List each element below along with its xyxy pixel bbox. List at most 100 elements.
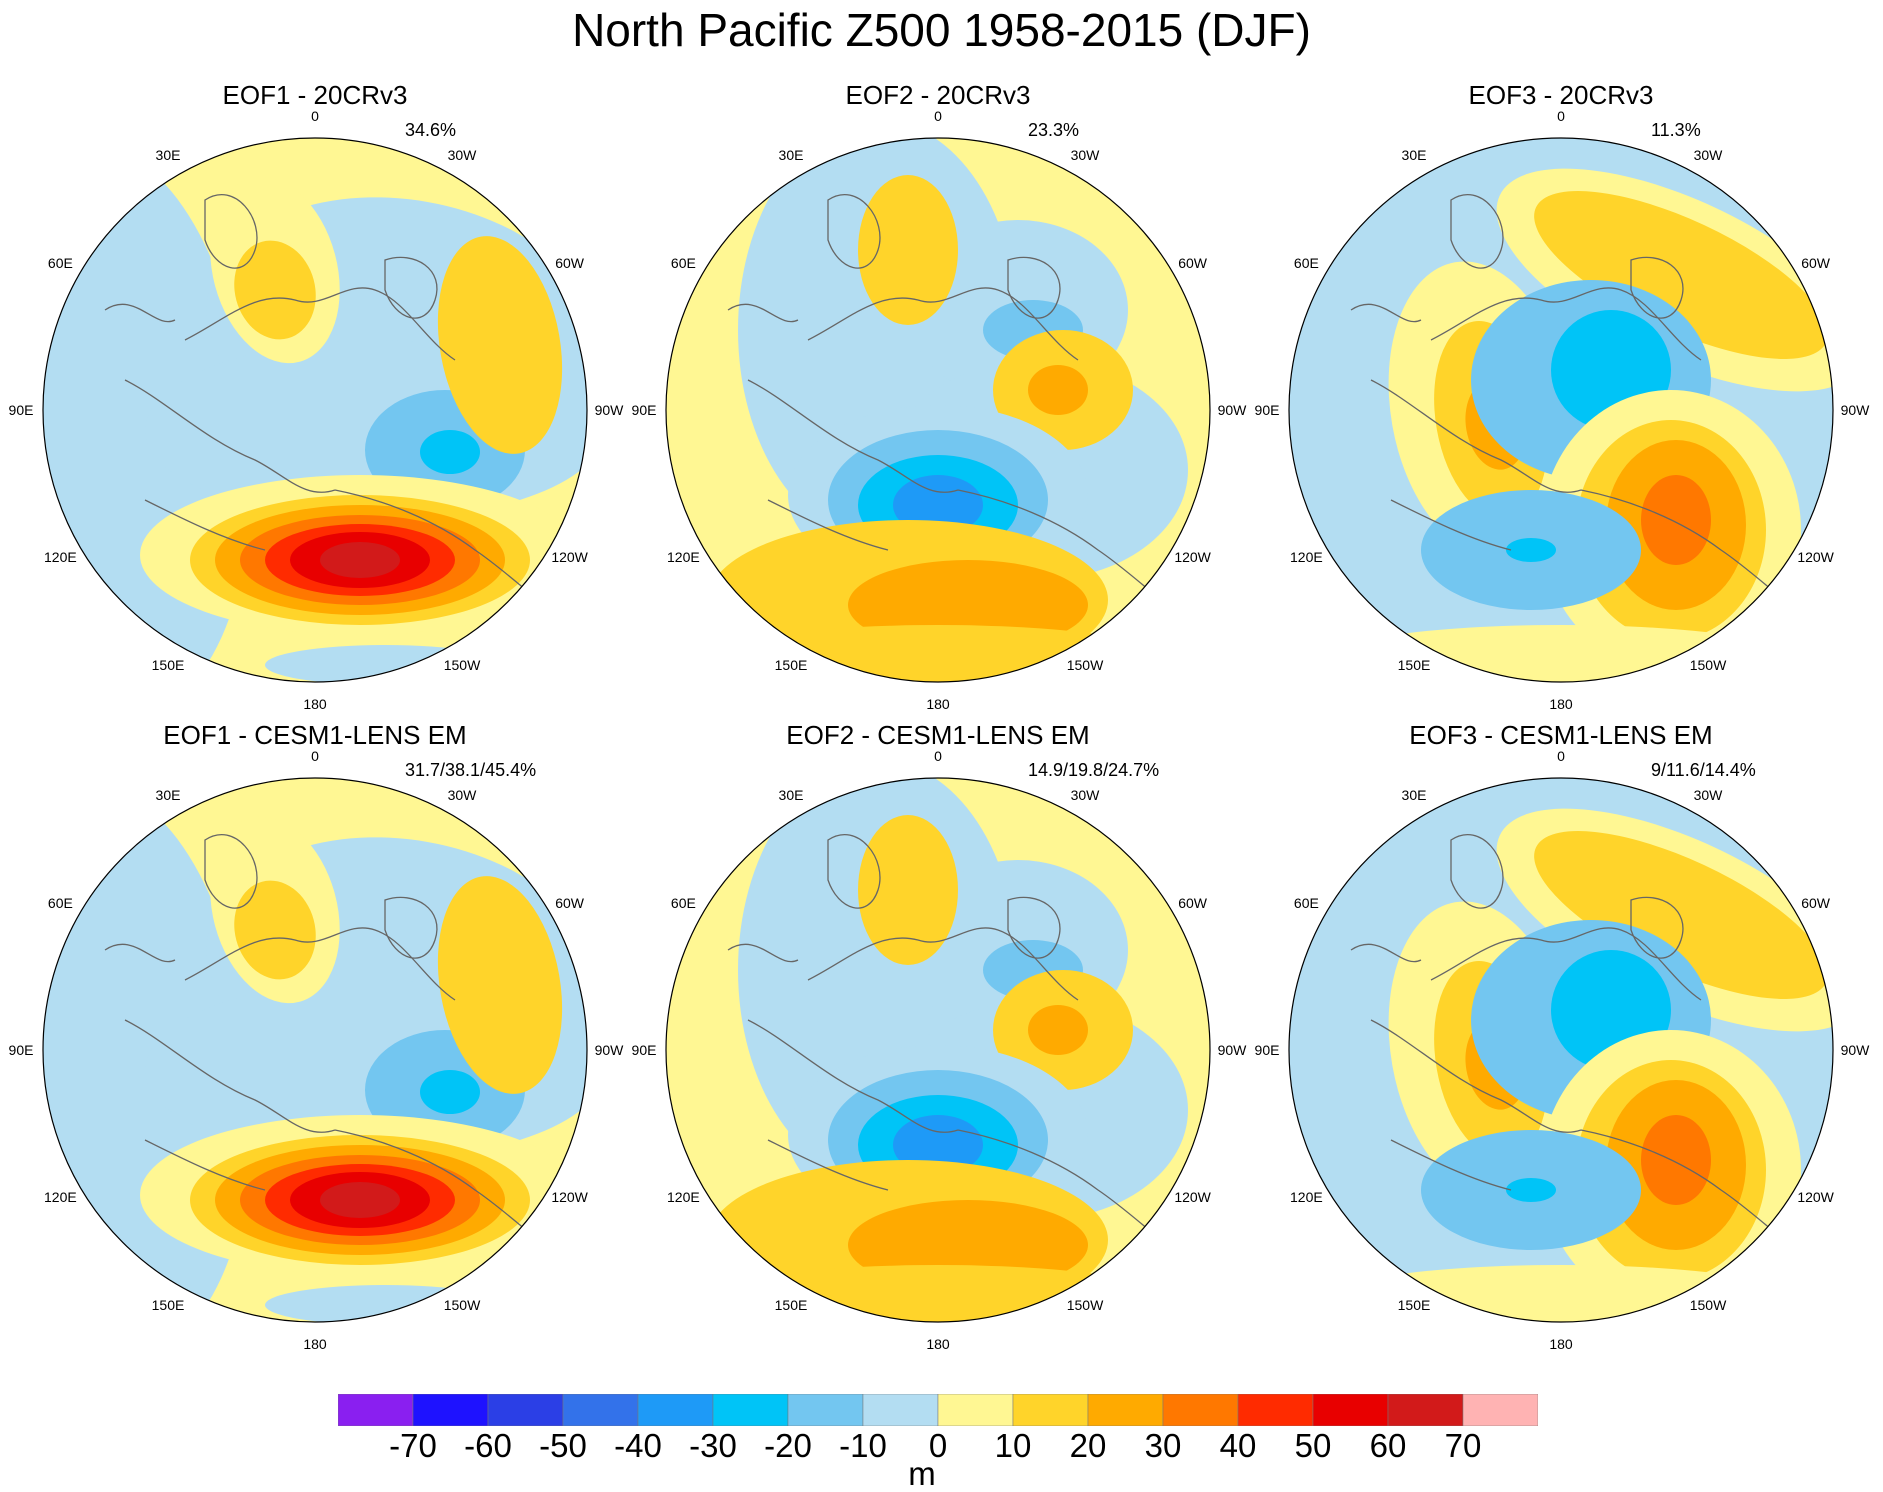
colorbar-tick-label: -60 [464,1427,512,1464]
coastline [1007,896,1061,959]
colorbar-segment [1162,1394,1239,1426]
coastline [727,303,799,323]
longitude-label: 60W [1801,895,1831,911]
coastline [767,1139,889,1191]
longitude-label: 30E [155,147,181,164]
longitude-label: 30W [447,147,477,164]
colorbar-segment [1462,1394,1538,1426]
longitude-label: 120W [551,1189,588,1205]
panel-title: EOF1 - 20CRv3 [222,80,408,110]
colorbar-segment [562,1394,639,1426]
longitude-label: 150E [151,1296,185,1313]
longitude-label: 0 [1557,748,1565,764]
colorbar-unit: m [908,1455,936,1492]
polar-map [1288,777,1834,1323]
explained-variance: 23.3% [1028,120,1080,140]
contour-region [1506,538,1556,562]
longitude-label: 150W [1689,1296,1727,1313]
contour-region [320,542,400,578]
map-border [42,137,588,683]
panel-title: EOF3 - 20CRv3 [1468,80,1654,110]
map-border [665,137,1211,683]
colorbar-segment [862,1394,939,1426]
panel-title: EOF2 - CESM1-LENS EM [786,720,1090,750]
coastline [1350,303,1422,323]
colorbar-segment [1237,1394,1314,1426]
longitude-label: 60E [670,895,696,911]
coastline [1370,379,1582,493]
colorbar-tick-label: 0 [928,1427,948,1464]
longitude-label: 60W [1801,255,1831,271]
contour-region [1321,625,1801,682]
coastline [384,896,438,959]
longitude-label: 120E [1290,549,1323,565]
contour-region [1641,1115,1711,1205]
coastline [104,943,176,963]
longitude-label: 0 [934,748,942,764]
longitude-label: 90E [1254,1042,1280,1058]
longitude-label: 90W [1217,402,1247,418]
longitude-label: 150W [1689,656,1727,673]
longitude-label: 30W [447,787,477,804]
longitude-label: 90W [594,402,624,418]
longitude-label: 90W [1840,1042,1870,1058]
polar-map [665,777,1211,1323]
longitude-label: 120E [1290,1189,1323,1205]
coastline [124,379,336,493]
coastline [184,927,456,1001]
contour-region [858,175,958,325]
coastline [104,303,176,323]
contour-region [858,815,958,965]
longitude-label: 120W [551,549,588,565]
eof-panel: EOF1 - 20CRv3 34.6% 0 30W 60W 90W 120W 150W 180 1… [5,80,625,720]
longitude-label: 150W [443,656,481,673]
figure-title: North Pacific Z500 1958-2015 (DJF) [572,4,1311,56]
colorbar-tick-label: -70 [389,1427,437,1464]
polar-map [42,137,588,683]
eof-panel: EOF2 - CESM1-LENS EM 14.9/19.8/24.7% 0 30W 6… [628,720,1248,1360]
longitude-label: 60E [1293,895,1319,911]
panel-title: EOF3 - CESM1-LENS EM [1409,720,1713,750]
contour-region [1506,1178,1556,1202]
explained-variance: 14.9/19.8/24.7% [1028,760,1160,780]
coastline [747,1019,959,1133]
colorbar-segment [338,1394,414,1426]
colorbar-segment [412,1394,489,1426]
coastline [727,943,799,963]
panel-title: EOF2 - 20CRv3 [845,80,1031,110]
longitude-label: 180 [1549,696,1573,712]
colorbar-segment [1387,1394,1464,1426]
panel-title: EOF1 - CESM1-LENS EM [163,720,467,750]
coastline [184,287,456,361]
eof-panel: EOF3 - 20CRv3 11.3% 0 30W 60W 90W 120W 150W 180 1… [1251,80,1871,720]
longitude-label: 180 [1549,1336,1573,1352]
contour-region [234,240,316,340]
longitude-label: 120E [44,549,77,565]
contour-region [1534,830,1828,1000]
longitude-label: 30W [1693,147,1723,164]
colorbar-segment [487,1394,564,1426]
longitude-label: 30E [1401,147,1427,164]
longitude-label: 30E [155,787,181,804]
colorbar-tick-label: 50 [1294,1427,1332,1464]
longitude-label: 30W [1070,147,1100,164]
contour-region [437,876,563,1094]
coastline [1450,833,1504,909]
longitude-label: 90E [631,1042,657,1058]
colorbar-segment [1312,1394,1389,1426]
coastline [124,1019,336,1133]
longitude-label: 180 [926,696,950,712]
longitude-label: 180 [303,1336,327,1352]
map-border [42,777,588,1323]
coastline [767,499,889,551]
coastline [1630,896,1684,959]
coastline [204,193,258,269]
explained-variance: 34.6% [405,120,457,140]
map-border [665,777,1211,1323]
longitude-label: 150W [443,1296,481,1313]
longitude-label: 120E [667,549,700,565]
longitude-label: 150E [1397,1296,1431,1313]
coastline [807,287,1079,361]
colorbar [338,1394,1538,1426]
explained-variance: 31.7/38.1/45.4% [405,760,537,780]
